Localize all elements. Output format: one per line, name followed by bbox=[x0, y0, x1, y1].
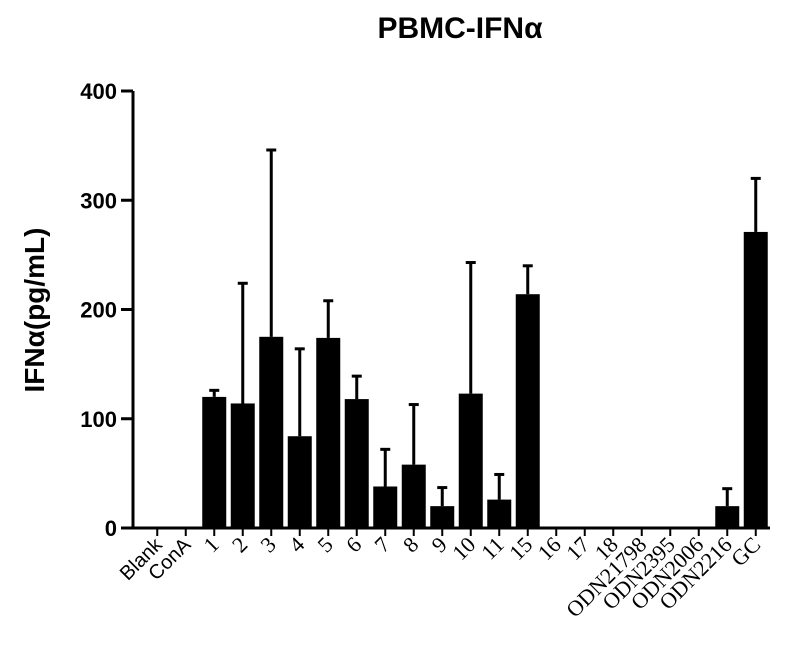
x-tick-label: GC bbox=[726, 532, 765, 571]
x-tick-label: 5 bbox=[312, 532, 337, 557]
bar bbox=[259, 336, 284, 528]
x-tick-label: 7 bbox=[369, 532, 394, 557]
bar bbox=[344, 399, 369, 528]
bar bbox=[230, 403, 255, 528]
bar bbox=[373, 486, 398, 528]
x-tick-label: 8 bbox=[398, 532, 423, 557]
y-tick-label: 100 bbox=[80, 407, 117, 432]
y-tick-label: 300 bbox=[80, 188, 117, 213]
bars bbox=[202, 231, 768, 528]
x-tick-label: 3 bbox=[255, 532, 280, 557]
y-ticks: 0 100 200 300 400 bbox=[80, 79, 133, 541]
bar bbox=[515, 294, 540, 528]
bar bbox=[316, 337, 341, 528]
x-tick-label: 6 bbox=[341, 532, 366, 557]
error-bars bbox=[209, 148, 761, 507]
bar bbox=[743, 231, 768, 528]
x-tick-label: 1 bbox=[198, 532, 223, 557]
x-tick-label: 9 bbox=[426, 532, 451, 557]
axes bbox=[131, 91, 770, 530]
bar bbox=[287, 436, 312, 528]
x-tick-label: 4 bbox=[284, 532, 309, 557]
bar bbox=[430, 506, 455, 528]
bar bbox=[202, 396, 227, 528]
y-tick-label: 200 bbox=[80, 298, 117, 323]
bar bbox=[715, 506, 740, 528]
x-tick-label: 10 bbox=[447, 532, 480, 565]
y-tick-label: 0 bbox=[105, 516, 117, 541]
chart-title: PBMC-IFNα bbox=[377, 12, 543, 45]
x-tick-label: 2 bbox=[227, 532, 252, 557]
bar bbox=[458, 393, 483, 528]
bar bbox=[401, 464, 426, 528]
y-tick-label: 400 bbox=[80, 79, 117, 104]
y-axis-label: IFNα(pg/mL) bbox=[19, 228, 50, 393]
bar bbox=[487, 499, 512, 528]
